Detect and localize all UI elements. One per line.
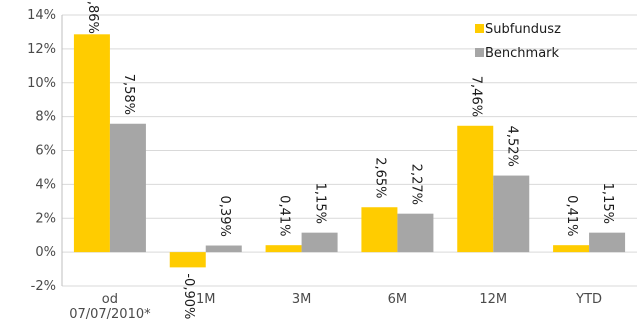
legend-swatch <box>475 48 484 57</box>
gridlines <box>62 14 637 287</box>
bar-subfundusz <box>73 34 110 253</box>
data-label: 2,27% <box>408 164 423 205</box>
legend-swatch <box>475 24 484 33</box>
bar-benchmark <box>301 232 338 253</box>
data-label: 7,46% <box>468 76 483 117</box>
bar-subfundusz <box>361 207 398 253</box>
bar-benchmark <box>205 245 242 253</box>
bar-subfundusz <box>265 245 302 253</box>
bar-subfundusz <box>553 245 590 253</box>
data-label: 4,52% <box>504 126 519 167</box>
y-tick-label: 2% <box>35 211 56 226</box>
x-tick-label: od <box>102 292 118 307</box>
bar-benchmark <box>397 213 434 253</box>
data-label: 0,41% <box>564 195 579 236</box>
y-tick-label: 14% <box>27 8 56 23</box>
data-label: -0,90% <box>181 273 196 319</box>
data-label: 1,15% <box>313 183 328 224</box>
y-tick-label: 10% <box>27 76 56 91</box>
y-tick-label: 8% <box>35 110 56 125</box>
data-label: 1,15% <box>600 183 615 224</box>
data-label: 2,65% <box>372 157 387 198</box>
y-tick-label: -2% <box>31 279 56 294</box>
bar-benchmark <box>109 123 146 253</box>
bars <box>73 34 626 268</box>
x-tick-label: 6M <box>388 292 408 307</box>
data-label: 12,86% <box>85 0 100 34</box>
x-tick-label: 12M <box>479 292 507 307</box>
data-label: 7,58% <box>121 74 136 115</box>
legend: Subfundusz Benchmark <box>475 22 561 61</box>
bar-benchmark <box>493 175 530 253</box>
y-tick-label: 6% <box>35 144 56 159</box>
x-tick-label: 3M <box>292 292 312 307</box>
x-tick-label: 1M <box>196 292 216 307</box>
x-tick-label: 07/07/2010* <box>69 307 151 322</box>
data-labels: 12,86% 7,58% -0,90% 0,39% 0,41% 1,15% 2,65% 2,2… <box>85 0 615 319</box>
bar-subfundusz <box>457 125 494 253</box>
bar-subfundusz <box>169 252 206 268</box>
y-tick-label: 12% <box>27 42 56 57</box>
y-tick-label: 4% <box>35 177 56 192</box>
legend-label: Subfundusz <box>485 22 561 37</box>
data-label: 0,41% <box>277 195 292 236</box>
y-tick-label: 0% <box>35 245 56 260</box>
y-axis: 14% 12% 10% 8% 6% 4% 2% 0% -2% <box>27 8 63 294</box>
data-label: 0,39% <box>217 196 232 237</box>
x-tick-label: YTD <box>575 292 602 307</box>
legend-label: Benchmark <box>485 46 560 61</box>
bar-benchmark <box>589 232 626 253</box>
